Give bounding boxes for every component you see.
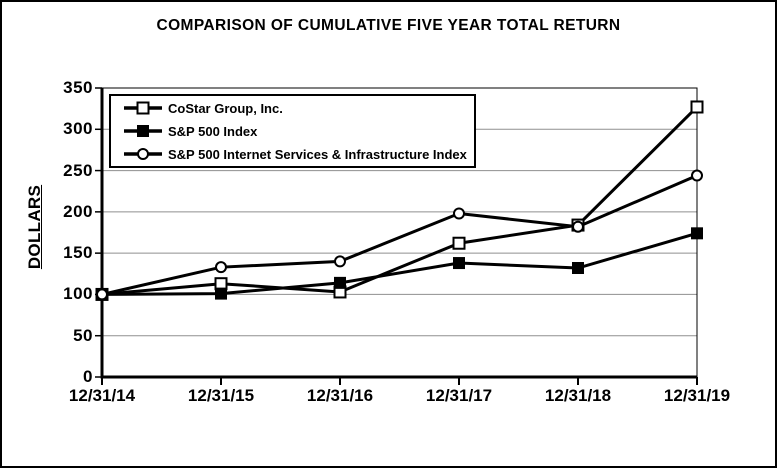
x-tick-label: 12/31/14 <box>68 386 136 405</box>
filled-square-marker-icon <box>572 262 584 275</box>
legend-sample-svg <box>124 125 162 137</box>
series-2 <box>96 169 703 301</box>
filled-square-marker-icon <box>691 227 703 240</box>
open-square-marker-icon <box>214 277 228 291</box>
legend-sample-svg <box>124 101 162 115</box>
legend-row: S&P 500 Index <box>124 120 474 142</box>
legend-row: S&P 500 Internet Services & Infrastructu… <box>124 143 474 165</box>
series-line <box>101 174 698 296</box>
open-square-marker-icon <box>136 101 150 115</box>
legend-label-costar: CoStar Group, Inc. <box>168 100 283 116</box>
x-tick-label: 12/31/17 <box>425 386 493 405</box>
filled-square-marker-icon <box>137 125 149 137</box>
series-line <box>101 105 699 296</box>
filled-square-marker-icon <box>334 276 346 289</box>
y-tick-label: 200 <box>63 201 93 221</box>
open-circle-marker-icon <box>453 207 465 220</box>
y-tick-label: 100 <box>63 284 93 304</box>
open-circle-marker-icon <box>691 169 703 182</box>
open-square-marker-icon <box>452 236 466 250</box>
y-tick-label: 300 <box>63 119 93 139</box>
y-tick-label: 50 <box>73 325 93 345</box>
open-circle-marker-icon <box>572 220 584 233</box>
open-square-marker-icon <box>690 100 704 114</box>
x-tick-label: 12/31/19 <box>663 386 731 405</box>
filled-square-marker-icon <box>215 287 227 300</box>
open-circle-legend-sample <box>124 147 162 161</box>
legend-row: CoStar Group, Inc. <box>124 97 474 119</box>
x-tick-label: 12/31/15 <box>187 386 255 405</box>
legend-label-sp500-internet: S&P 500 Internet Services & Infrastructu… <box>168 146 467 162</box>
x-tick-label: 12/31/18 <box>544 386 612 405</box>
legend-sample-svg <box>124 148 162 160</box>
legend: CoStar Group, Inc. S&P 500 Index S&P 500… <box>109 94 476 168</box>
chart-title: COMPARISON OF CUMULATIVE FIVE YEAR TOTAL… <box>156 17 621 34</box>
filled-square-legend-sample <box>124 124 162 138</box>
legend-label-sp500: S&P 500 Index <box>168 123 258 139</box>
y-tick-label: 0 <box>83 367 93 386</box>
x-tick-label: 12/31/16 <box>306 386 374 405</box>
open-circle-marker-icon <box>96 288 108 301</box>
y-tick-label: 150 <box>63 243 93 263</box>
y-tick-label: 250 <box>63 160 93 180</box>
open-circle-marker-icon <box>334 255 346 268</box>
open-circle-marker-icon <box>215 261 227 274</box>
open-circle-marker-icon <box>137 148 149 160</box>
series-line <box>101 231 698 296</box>
y-tick-label: 350 <box>63 78 93 97</box>
open-square-legend-sample <box>124 101 162 115</box>
filled-square-marker-icon <box>453 257 465 270</box>
